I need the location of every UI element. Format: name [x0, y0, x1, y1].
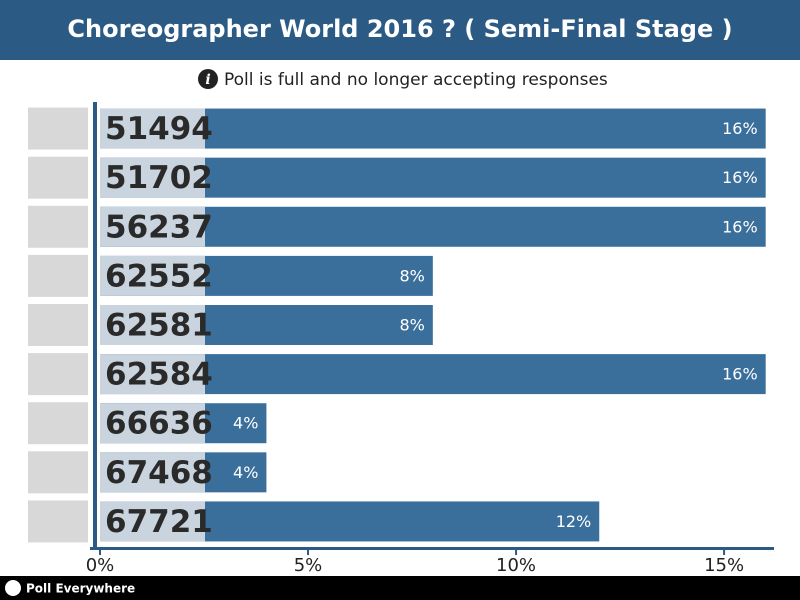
- x-tick-label: 5%: [294, 555, 323, 576]
- bar: [100, 108, 766, 149]
- value-label: 12%: [556, 512, 592, 531]
- category-label-box: [100, 255, 205, 296]
- title-bar: [0, 0, 800, 60]
- category-label: 51702: [105, 160, 213, 196]
- value-label: 16%: [722, 217, 758, 236]
- footer-bar: [0, 576, 800, 600]
- avatar: [28, 353, 88, 396]
- x-tick-label: 10%: [496, 555, 536, 576]
- category-label: 67721: [105, 504, 213, 540]
- category-label: 62581: [105, 308, 213, 344]
- category-label-box: [100, 354, 205, 395]
- category-label: 56237: [105, 209, 213, 245]
- avatar: [28, 254, 88, 297]
- bar: [100, 206, 766, 247]
- value-label: 8%: [399, 316, 424, 335]
- avatar: [28, 402, 88, 445]
- subtitle: Poll is full and no longer accepting res…: [224, 70, 608, 90]
- category-label-box: [100, 403, 205, 444]
- category-label-box: [100, 108, 205, 149]
- avatar: [28, 500, 88, 543]
- info-icon-glyph: i: [205, 72, 210, 88]
- brand-name: Poll Everywhere: [26, 582, 135, 596]
- category-label-box: [100, 305, 205, 345]
- value-label: 4%: [233, 414, 258, 433]
- avatar: [28, 156, 88, 199]
- category-label: 62584: [105, 357, 213, 393]
- category-label: 66636: [105, 406, 213, 442]
- value-label: 16%: [722, 119, 758, 138]
- bar: [100, 157, 766, 198]
- info-icon: [198, 69, 218, 89]
- avatar: [28, 205, 88, 248]
- x-tick-label: 15%: [704, 555, 744, 576]
- category-label-box: [100, 157, 205, 198]
- avatar: [28, 451, 88, 494]
- value-label: 8%: [399, 266, 424, 285]
- chart-title: Choreographer World 2016 ? ( Semi-Final …: [67, 15, 732, 43]
- avatar: [28, 107, 88, 150]
- value-label: 4%: [233, 463, 258, 482]
- category-label-box: [100, 501, 205, 542]
- avatar: [28, 304, 88, 346]
- value-label: 16%: [722, 168, 758, 187]
- category-label: 51494: [105, 111, 213, 147]
- brand-logo: [5, 580, 21, 596]
- category-label-box: [100, 452, 205, 493]
- category-label-box: [100, 206, 205, 247]
- x-axis-line: [90, 547, 774, 550]
- y-axis-line: [93, 102, 97, 550]
- category-label: 62552: [105, 258, 213, 294]
- category-label: 67468: [105, 455, 213, 491]
- x-tick-label: 0%: [86, 555, 115, 576]
- value-label: 16%: [722, 365, 758, 384]
- bar: [100, 354, 766, 395]
